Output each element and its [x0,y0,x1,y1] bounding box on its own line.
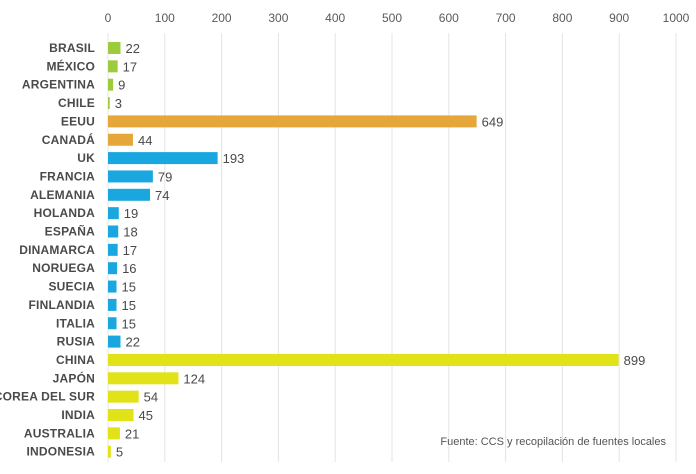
value-label: 9 [118,78,125,93]
bar [108,280,117,293]
category-label: ALEMANIA [30,188,95,202]
bar [108,133,133,146]
bar [108,170,153,183]
grid-lines [107,33,677,462]
x-tick-label: 700 [496,11,516,25]
category-label: AUSTRALIA [24,426,95,440]
x-tick-label: 1000 [663,11,690,25]
x-tick-label: 0 [105,11,112,25]
category-label: HOLANDA [34,206,96,220]
value-label: 193 [223,151,245,166]
value-label: 649 [482,114,504,129]
value-label: 54 [144,390,158,405]
category-label: CHILE [58,96,95,110]
x-tick-label: 200 [212,11,232,25]
x-axis-ticks: 0 100 200 300 400 500 600 700 800 900 1000 [105,11,690,25]
x-tick-label: 300 [268,11,288,25]
value-label: 17 [123,59,137,74]
value-label: 3 [115,96,122,111]
value-label: 15 [122,280,136,295]
category-label: CHINA [56,353,95,367]
category-label: SUECIA [48,280,95,294]
bar [108,243,118,256]
value-label: 79 [158,169,172,184]
x-tick-label: 500 [382,11,402,25]
value-label: 74 [155,188,169,203]
category-label: CANADÁ [42,132,95,147]
category-label: INDIA [61,408,95,422]
bar [108,298,117,311]
value-label: 45 [139,408,153,423]
bar [108,317,117,330]
bars [108,42,619,458]
x-tick-label: 100 [155,11,175,25]
category-label: INDONESIA [27,445,96,459]
value-label: 16 [122,261,136,276]
bar [108,335,121,348]
bar [108,445,111,458]
bar [108,207,119,220]
value-label: 899 [624,353,646,368]
bar [108,97,110,110]
value-label: 22 [125,41,139,56]
category-label: ARGENTINA [22,78,95,92]
bar [108,188,151,201]
bar [108,390,139,403]
bar [108,152,218,165]
source-note: Fuente: CCS y recopilación de fuentes lo… [440,436,666,448]
x-tick-label: 800 [552,11,572,25]
bar [108,42,121,54]
value-label: 17 [123,243,137,258]
value-label: 5 [116,445,123,460]
category-label: EEUU [61,114,95,128]
value-label: 15 [122,298,136,313]
category-labels: BRASIL MÉXICO ARGENTINA CHILE EEUU CANADÁ UK FR… [0,41,95,459]
x-tick-label: 400 [325,11,345,25]
category-label: MÉXICO [46,58,95,73]
category-label: UK [77,151,95,165]
bar [108,115,477,128]
bar [108,353,619,366]
bar [108,262,118,275]
category-label: DINAMARCA [19,243,95,257]
category-label: ESPAÑA [45,224,95,239]
x-tick-label: 600 [439,11,459,25]
bar [108,409,134,421]
category-label: COREA DEL SUR [0,390,95,404]
value-label: 22 [125,335,139,350]
bar [108,78,114,91]
bar [108,225,119,238]
category-label: BRASIL [49,41,95,55]
category-label: FINLANDIA [29,298,96,312]
value-label: 124 [183,371,205,386]
category-label: ITALIA [56,316,95,330]
value-labels: 22 17 9 3 649 44 193 79 74 19 18 17 16 15 15 15 22 899 124… [115,41,646,460]
category-label: FRANCIA [40,169,96,183]
value-label: 44 [138,133,152,148]
bar [108,427,120,440]
category-label: NORUEGA [32,261,95,275]
category-label: JAPÓN [53,370,95,385]
bar [108,60,118,73]
value-label: 19 [124,206,138,221]
x-tick-label: 900 [609,11,629,25]
value-label: 21 [125,426,139,441]
category-label: RUSIA [57,335,95,349]
value-label: 15 [122,316,136,331]
value-label: 18 [123,225,137,240]
bar [108,372,179,385]
